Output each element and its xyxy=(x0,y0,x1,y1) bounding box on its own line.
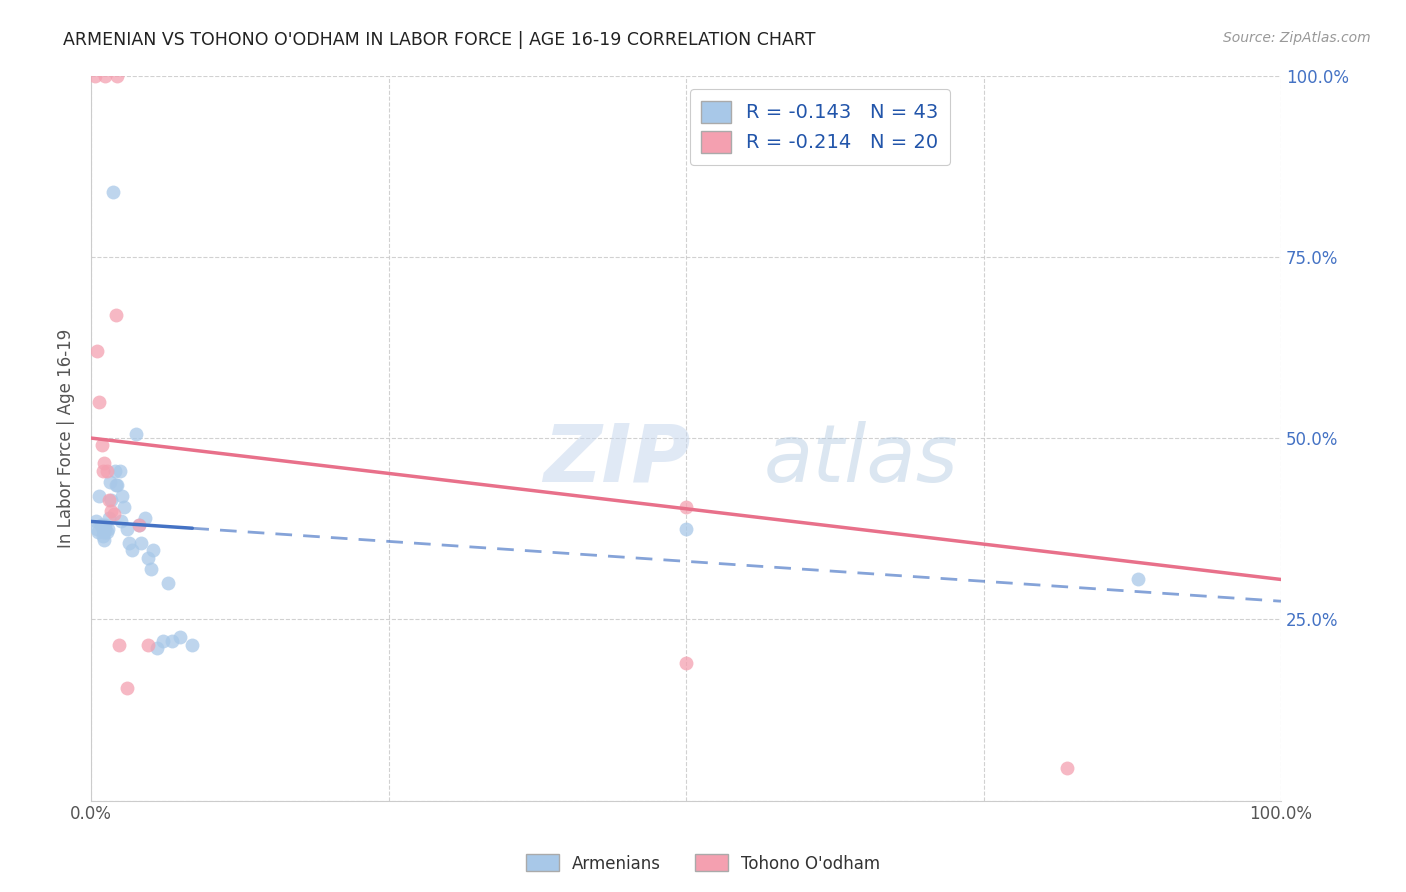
Text: Source: ZipAtlas.com: Source: ZipAtlas.com xyxy=(1223,31,1371,45)
Point xyxy=(105,69,128,83)
Point xyxy=(98,475,121,489)
Text: atlas: atlas xyxy=(763,421,957,499)
Point xyxy=(1056,761,1078,775)
Point xyxy=(84,515,107,529)
Legend: Armenians, Tohono O'odham: Armenians, Tohono O'odham xyxy=(519,847,887,880)
Point xyxy=(129,536,152,550)
Text: ARMENIAN VS TOHONO O'ODHAM IN LABOR FORCE | AGE 16-19 CORRELATION CHART: ARMENIAN VS TOHONO O'ODHAM IN LABOR FORC… xyxy=(63,31,815,49)
Point xyxy=(108,464,131,478)
Point xyxy=(107,638,129,652)
Point xyxy=(675,522,697,536)
Point xyxy=(89,394,111,409)
Point xyxy=(98,492,121,507)
Point xyxy=(675,656,697,670)
Point xyxy=(103,507,125,521)
Point xyxy=(114,500,136,514)
Point xyxy=(142,543,165,558)
Point xyxy=(169,631,191,645)
Point xyxy=(121,543,143,558)
Point xyxy=(91,464,114,478)
Point xyxy=(134,511,156,525)
Point xyxy=(97,522,120,536)
Point xyxy=(160,634,183,648)
Point xyxy=(89,489,111,503)
Legend: R = -0.143   N = 43, R = -0.214   N = 20: R = -0.143 N = 43, R = -0.214 N = 20 xyxy=(690,89,950,165)
Point xyxy=(105,478,128,492)
Point xyxy=(100,492,122,507)
Point xyxy=(110,515,132,529)
Point xyxy=(181,638,204,652)
Point xyxy=(118,536,141,550)
Point xyxy=(152,634,174,648)
Point xyxy=(86,344,108,359)
Point xyxy=(115,681,138,696)
Point xyxy=(91,529,114,543)
Point xyxy=(125,427,148,442)
Point xyxy=(111,489,134,503)
Point xyxy=(96,464,118,478)
Point xyxy=(128,518,150,533)
Point xyxy=(86,522,108,536)
Point xyxy=(675,500,697,514)
Point xyxy=(94,518,117,533)
Point xyxy=(91,522,114,536)
Point xyxy=(90,438,112,452)
Text: ZIP: ZIP xyxy=(543,421,690,499)
Point xyxy=(1128,573,1150,587)
Point xyxy=(93,533,115,547)
Point xyxy=(157,576,180,591)
Point xyxy=(90,518,112,533)
Point xyxy=(93,457,115,471)
Point xyxy=(145,641,167,656)
Point xyxy=(139,561,162,575)
Point xyxy=(104,464,127,478)
Point xyxy=(136,550,159,565)
Y-axis label: In Labor Force | Age 16-19: In Labor Force | Age 16-19 xyxy=(58,328,75,548)
Point xyxy=(115,522,138,536)
Point xyxy=(128,518,150,533)
Point xyxy=(94,522,117,536)
Point xyxy=(136,638,159,652)
Point xyxy=(87,525,110,540)
Point xyxy=(90,518,112,533)
Point xyxy=(105,308,128,322)
Point xyxy=(83,69,105,83)
Point xyxy=(96,525,118,540)
Point xyxy=(105,478,128,492)
Point xyxy=(100,503,122,517)
Point xyxy=(94,69,117,83)
Point xyxy=(101,185,124,199)
Point xyxy=(98,511,121,525)
Point xyxy=(93,525,115,540)
